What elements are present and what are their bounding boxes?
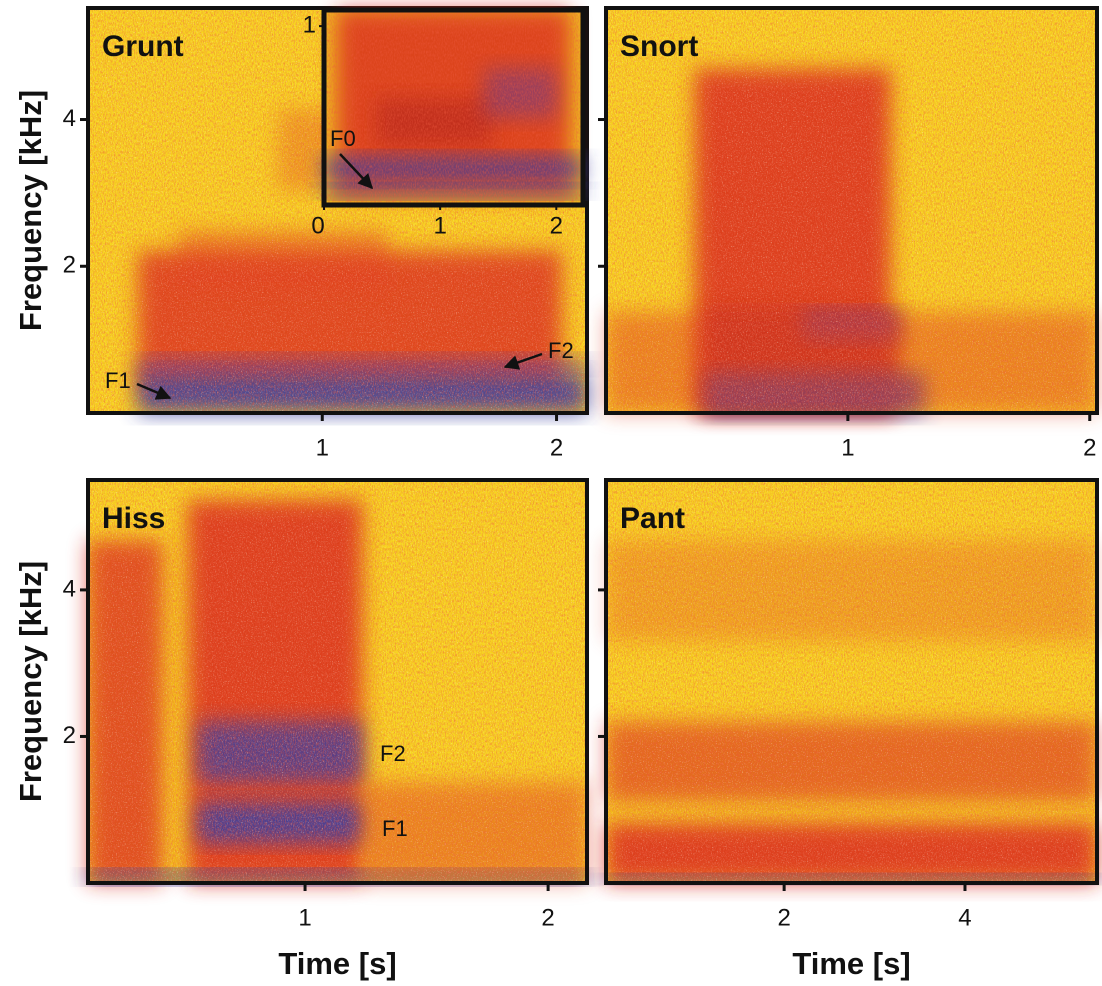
annotation-arrow [136,382,172,400]
x-tick-label: 2 [550,434,563,461]
spectrogram-texture [606,480,1097,883]
spectrogram-texture [88,480,587,883]
x-tick-label: 2 [541,904,554,931]
annotation-arrow [339,153,374,190]
panel-title: Snort [620,30,698,63]
x-tick-label: 1 [433,212,446,239]
inset-spectrogram [324,10,583,205]
x-tick-label: 1 [316,434,329,461]
panel-frame [604,6,1099,415]
spectrogram [606,480,1097,883]
annotation: F1 [382,816,408,841]
spectrogram [606,8,1097,413]
x-tick-label: 2 [777,904,790,931]
spectrogram-texture [324,10,583,205]
x-tick-label: 4 [958,904,971,931]
panel-title: Hiss [102,502,165,535]
x-tick-label: 1 [841,434,854,461]
panel-frame [86,478,589,885]
x-tick-label: 1 [298,904,311,931]
panel-frame [604,478,1099,885]
spectrogram [88,480,587,883]
panel-title: Pant [620,502,685,535]
y-axis-label: Frequency [kHz] [13,561,48,802]
spectrogram-texture [606,8,1097,413]
annotation: F0 [330,126,356,151]
annotation: F1 [105,368,131,393]
annotation: F2 [380,741,406,766]
x-tick-label: 2 [550,212,563,239]
y-tick-label: 2 [63,722,76,749]
y-tick-label: 4 [63,105,76,132]
x-axis-label: Time [s] [792,946,910,981]
y-axis-label: Frequency [kHz] [13,90,48,331]
inset-frame [321,7,586,208]
y-tick-label: 4 [63,575,76,602]
annotation-arrow [503,352,543,370]
annotation: F2 [548,338,574,363]
x-tick-label: 0 [311,212,324,239]
panel-title: Grunt [102,30,184,63]
x-tick-label: 2 [1083,434,1096,461]
x-axis-label: Time [s] [278,946,396,981]
y-tick-label: 1 [303,11,316,38]
y-tick-label: 2 [63,252,76,279]
